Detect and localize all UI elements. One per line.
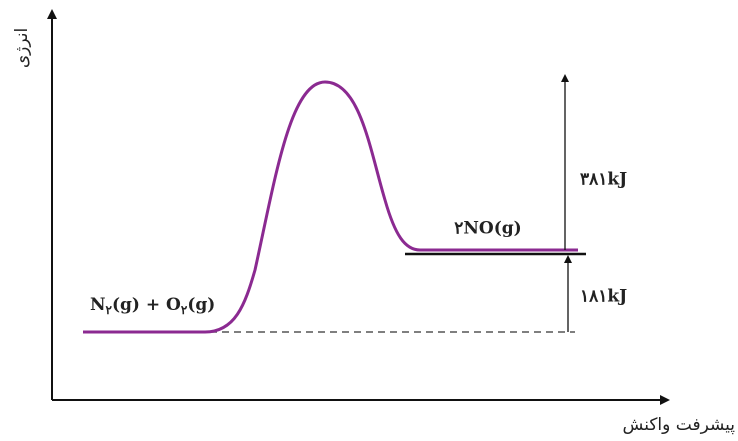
x-axis-label: پیشرفت واکنش: [623, 415, 736, 435]
y-axis-label: انرژی: [12, 28, 32, 68]
reaction-energy-label: ۱۸۱kJ: [580, 287, 627, 307]
subscript: ۲: [181, 303, 188, 317]
reactant-label: N۲(g) + O۲(g): [90, 295, 215, 317]
text: (g) + O: [112, 295, 181, 315]
product-label: ۲NO(g): [454, 219, 521, 239]
subscript: ۲: [106, 303, 113, 317]
text: (g): [187, 295, 215, 315]
text: N: [90, 295, 106, 315]
activation-energy-label: ۳۸۱kJ: [580, 170, 627, 190]
energy-curve: [83, 80, 578, 334]
